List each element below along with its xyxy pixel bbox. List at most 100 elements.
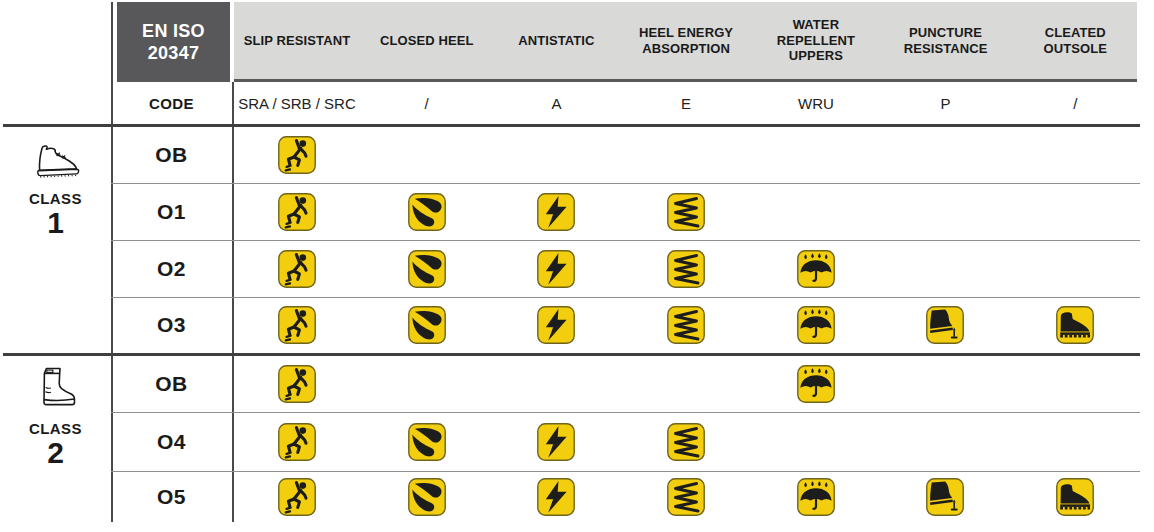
puncture-icon <box>926 478 964 516</box>
standard-line1: EN ISO <box>142 20 205 42</box>
cell-puncture <box>881 183 1011 240</box>
cell-slip-resistant <box>232 240 362 297</box>
cell-cleated <box>1010 297 1140 353</box>
table-row: O2 <box>111 240 1140 297</box>
water-repellent-icon <box>797 306 835 344</box>
cell-antistatic <box>491 471 621 522</box>
closed-heel-icon <box>408 193 446 231</box>
cell-water-repellent <box>751 127 881 183</box>
heel-energy-icon <box>667 193 705 231</box>
cell-heel-energy <box>621 297 751 353</box>
cell-closed-heel <box>362 127 492 183</box>
row-code: OB <box>111 356 232 412</box>
hiking-boot-icon <box>31 140 81 180</box>
cell-puncture <box>881 127 1011 183</box>
table-row: O5 <box>111 471 1140 522</box>
cell-puncture <box>881 412 1011 471</box>
closed-heel-icon <box>408 306 446 344</box>
class-2-label: CLASS <box>29 420 82 437</box>
class-2-block: CLASS 2 <box>0 356 111 522</box>
row-code: O5 <box>111 471 232 522</box>
antistatic-icon <box>537 250 575 288</box>
cell-closed-heel <box>362 183 492 240</box>
column-header-closed-heel: CLOSED HEEL <box>362 2 492 79</box>
cell-slip-resistant <box>232 356 362 412</box>
heel-energy-icon <box>667 423 705 461</box>
cell-puncture <box>881 297 1011 353</box>
cell-heel-energy <box>621 183 751 240</box>
cell-antistatic <box>491 127 621 183</box>
heel-energy-icon <box>667 306 705 344</box>
table-row: O1 <box>111 183 1140 240</box>
table-row: O3 <box>111 297 1140 353</box>
class-2-number: 2 <box>47 437 64 469</box>
heel-energy-icon <box>667 478 705 516</box>
cell-antistatic <box>491 356 621 412</box>
closed-heel-icon <box>408 423 446 461</box>
cell-closed-heel <box>362 356 492 412</box>
closed-heel-icon <box>408 478 446 516</box>
cell-cleated <box>1010 412 1140 471</box>
cell-water-repellent <box>751 356 881 412</box>
cell-water-repellent <box>751 297 881 353</box>
cleated-icon <box>1056 478 1094 516</box>
slip-resistant-icon <box>278 136 316 174</box>
cell-cleated <box>1010 183 1140 240</box>
cell-slip-resistant <box>232 183 362 240</box>
en-iso-20347-table: EN ISO 20347 SLIP RESISTANT CLOSED HEEL … <box>0 0 1154 532</box>
cell-water-repellent <box>751 412 881 471</box>
class-1-number: 1 <box>47 207 64 239</box>
cell-cleated <box>1010 471 1140 522</box>
antistatic-icon <box>537 423 575 461</box>
class-1-label: CLASS <box>29 190 82 207</box>
code-label: CODE <box>111 82 232 124</box>
slip-resistant-icon <box>278 478 316 516</box>
cell-water-repellent <box>751 183 881 240</box>
closed-heel-icon <box>408 250 446 288</box>
heel-energy-icon <box>667 250 705 288</box>
row-code: O2 <box>111 240 232 297</box>
standard-line2: 20347 <box>148 42 200 64</box>
code-slip-resistant: SRA / SRB / SRC <box>232 82 362 124</box>
row-code: OB <box>111 127 232 183</box>
column-header-cleated: CLEATED OUTSOLE <box>1010 2 1140 79</box>
water-repellent-icon <box>797 250 835 288</box>
slip-resistant-icon <box>278 365 316 403</box>
cell-closed-heel <box>362 412 492 471</box>
code-closed-heel: / <box>362 82 492 124</box>
antistatic-icon <box>537 478 575 516</box>
cell-closed-heel <box>362 471 492 522</box>
water-repellent-icon <box>797 478 835 516</box>
cell-heel-energy <box>621 412 751 471</box>
cell-closed-heel <box>362 240 492 297</box>
cell-cleated <box>1010 356 1140 412</box>
standard-title-box: EN ISO 20347 <box>117 2 230 82</box>
cell-heel-energy <box>621 240 751 297</box>
cleated-icon <box>1056 306 1094 344</box>
table-row: OB <box>111 127 1140 183</box>
row-code: O4 <box>111 412 232 471</box>
slip-resistant-icon <box>278 193 316 231</box>
class-1-block: CLASS 1 <box>0 127 111 353</box>
cell-antistatic <box>491 183 621 240</box>
column-header-water-repellent: WATER REPELLENT UPPERS <box>751 2 881 79</box>
code-antistatic: A <box>491 82 621 124</box>
cell-puncture <box>881 240 1011 297</box>
column-header-antistatic: ANTISTATIC <box>491 2 621 79</box>
row-code: O1 <box>111 183 232 240</box>
cell-puncture <box>881 356 1011 412</box>
cell-puncture <box>881 471 1011 522</box>
slip-resistant-icon <box>278 250 316 288</box>
code-water-repellent: WRU <box>751 82 881 124</box>
cell-slip-resistant <box>232 412 362 471</box>
cell-closed-heel <box>362 297 492 353</box>
column-header-heel-energy: HEEL ENERGY ABSORPTION <box>621 2 751 79</box>
table-row: O4 <box>111 412 1140 471</box>
cell-cleated <box>1010 127 1140 183</box>
antistatic-icon <box>537 193 575 231</box>
cell-antistatic <box>491 240 621 297</box>
cell-slip-resistant <box>232 127 362 183</box>
table-row: OB <box>111 356 1140 412</box>
water-repellent-icon <box>797 365 835 403</box>
cell-slip-resistant <box>232 297 362 353</box>
